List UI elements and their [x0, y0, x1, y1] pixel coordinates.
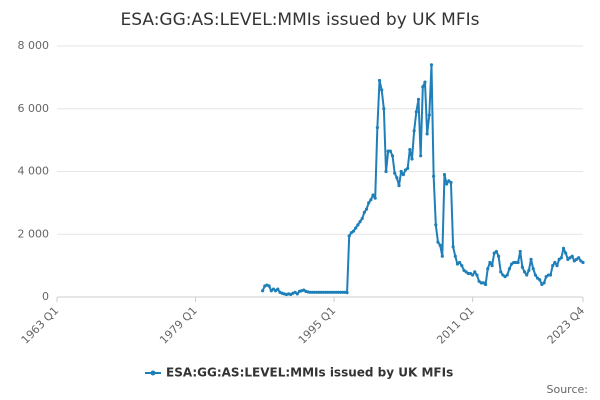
- legend-marker: [150, 370, 156, 376]
- x-tick-label: 2011 Q1: [434, 304, 477, 347]
- chart-title: ESA:GG:AS:LEVEL:MMIs issued by UK MFIs: [121, 10, 480, 30]
- y-tick-label: 4 000: [18, 165, 50, 178]
- x-tick-label: 1979 Q1: [157, 304, 200, 347]
- x-tick-label: 2023 Q4: [545, 304, 588, 347]
- y-tick-label: 6 000: [18, 102, 50, 115]
- x-tick-label: 1963 Q1: [19, 304, 62, 347]
- source: Source:: [547, 383, 589, 396]
- series-line: [261, 63, 585, 297]
- x-tick-label: 1995 Q1: [296, 304, 339, 347]
- y-tick-label: 0: [42, 290, 49, 303]
- y-tick-label: 8 000: [18, 39, 50, 52]
- legend-label: ESA:GG:AS:LEVEL:MMIs issued by UK MFIs: [166, 366, 453, 380]
- y-tick-label: 2 000: [18, 227, 50, 240]
